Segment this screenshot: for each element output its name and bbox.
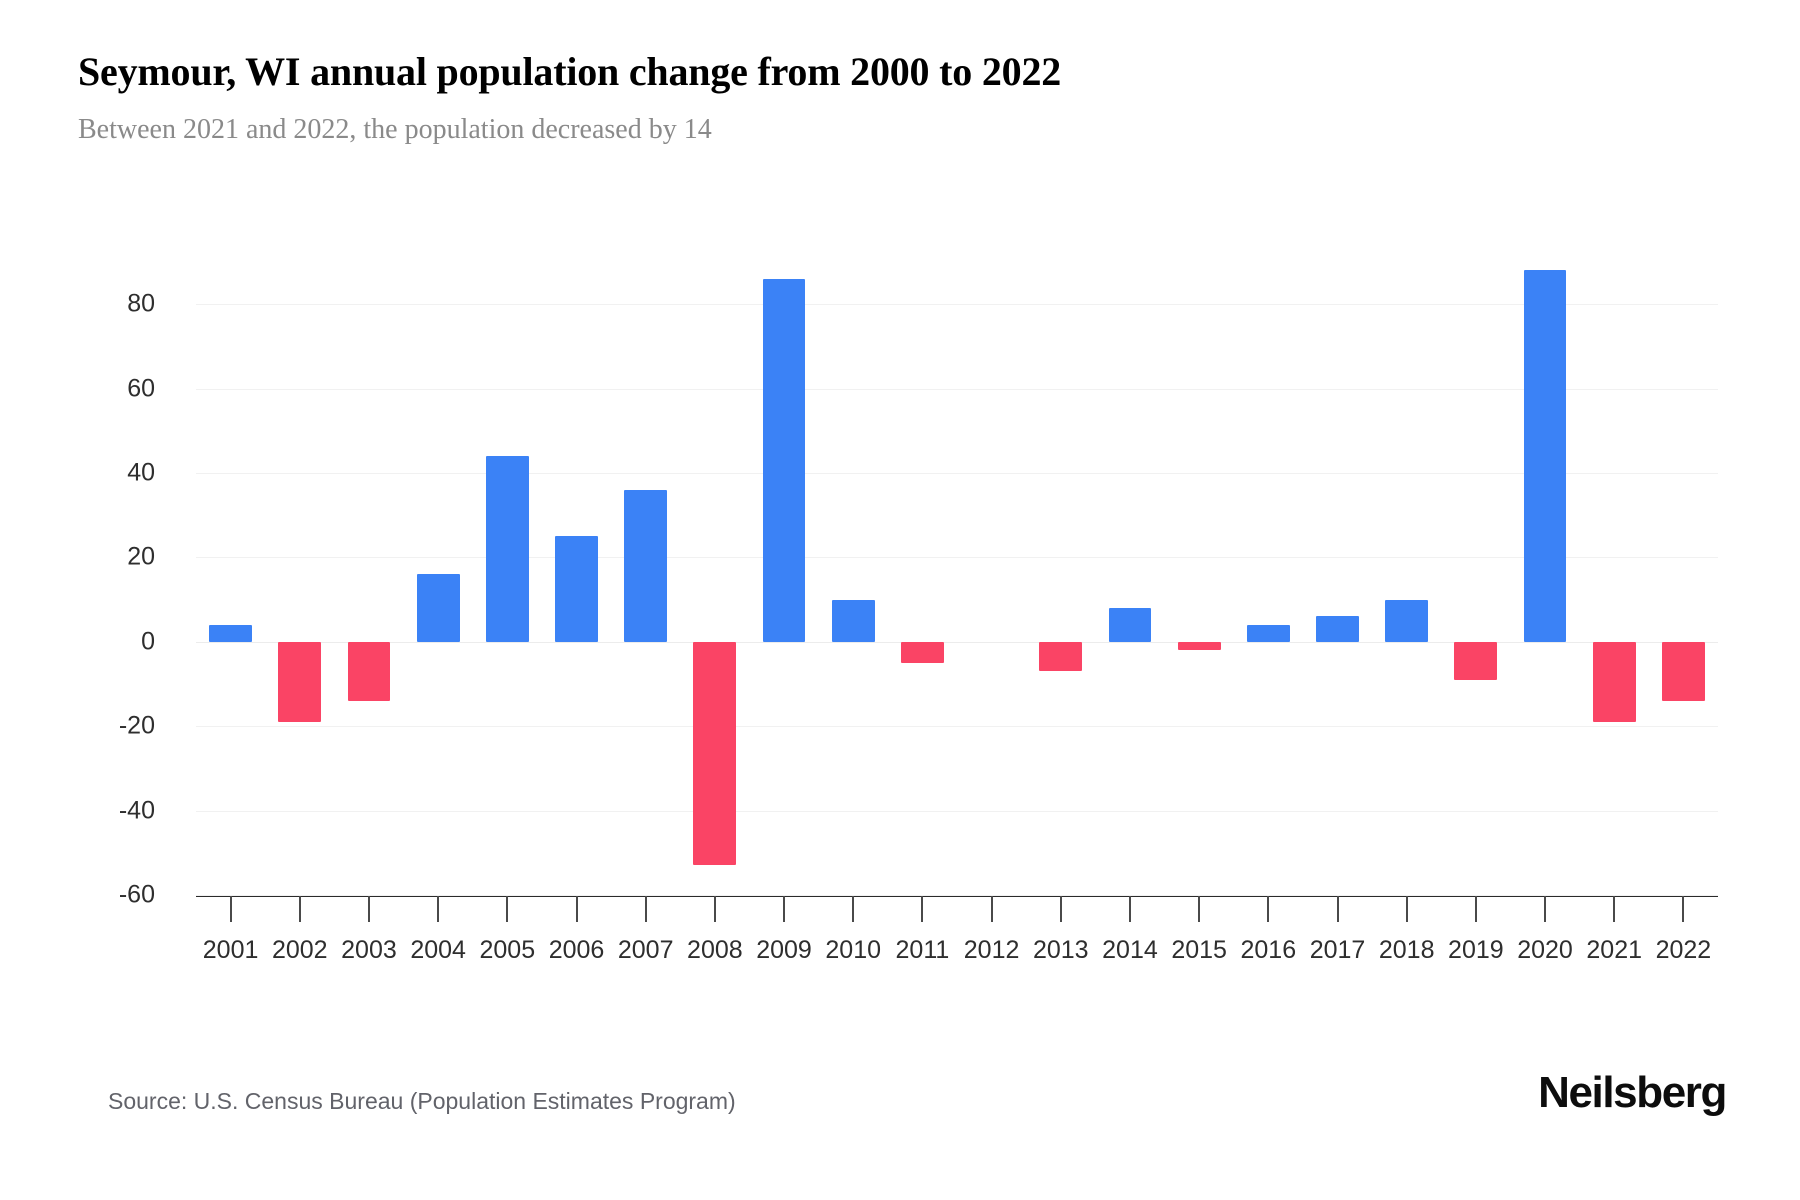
- page-title: Seymour, WI annual population change fro…: [78, 49, 1062, 94]
- bar-2003[interactable]: [347, 641, 391, 701]
- bar-2018[interactable]: [1385, 599, 1429, 642]
- bar-2002[interactable]: [278, 641, 322, 722]
- brand-logo: Neilsberg: [1538, 1068, 1727, 1117]
- y-axis-tick-label: -60: [118, 880, 155, 909]
- x-axis-tick-mark: [990, 896, 993, 922]
- bar-2014[interactable]: [1108, 608, 1152, 642]
- x-axis-tick-mark: [1405, 896, 1408, 922]
- bar-2007[interactable]: [624, 489, 668, 642]
- y-axis-tick-label: 0: [141, 627, 155, 656]
- x-axis-tick-mark: [1128, 896, 1131, 922]
- bar-2021[interactable]: [1592, 641, 1636, 722]
- gridline--60: [196, 895, 1718, 896]
- x-axis-tick-mark: [437, 896, 440, 922]
- x-axis-tick-mark: [783, 896, 786, 922]
- x-axis-tick-label-2005: 2005: [479, 936, 536, 964]
- x-axis-tick-label-2014: 2014: [1102, 936, 1158, 964]
- x-axis-tick-label-2004: 2004: [410, 936, 466, 964]
- x-axis-tick-mark: [1544, 896, 1547, 922]
- x-axis-tick-label-2012: 2012: [963, 936, 1020, 964]
- gridline-40: [196, 473, 1718, 474]
- bar-2001[interactable]: [209, 624, 253, 642]
- x-axis-tick-label-2009: 2009: [756, 936, 812, 964]
- x-axis-tick-mark: [1613, 896, 1616, 922]
- x-axis-tick-label-2017: 2017: [1309, 936, 1366, 964]
- y-axis-tick-label: -20: [118, 711, 155, 740]
- gridline--20: [196, 726, 1718, 728]
- bar-2010[interactable]: [831, 599, 875, 642]
- gridline-0: [196, 641, 1718, 643]
- x-axis-tick-label-2019: 2019: [1448, 936, 1504, 964]
- x-axis-tick-label-2015: 2015: [1171, 936, 1227, 964]
- gridline-60: [196, 388, 1718, 390]
- x-axis-tick-mark: [1059, 896, 1062, 922]
- x-axis-tick-mark: [229, 896, 232, 922]
- x-axis-tick-mark: [1682, 896, 1685, 922]
- x-axis-tick-label-2002: 2002: [271, 936, 328, 964]
- bar-2006[interactable]: [555, 536, 598, 642]
- x-axis-tick-label-2003: 2003: [341, 936, 397, 964]
- y-axis-tick-label: 80: [127, 289, 155, 318]
- y-axis-tick-label: 60: [127, 374, 155, 403]
- x-axis-tick-label-2001: 2001: [202, 936, 259, 964]
- x-axis-tick-label-2022: 2022: [1655, 936, 1712, 964]
- x-axis-tick-mark: [575, 896, 578, 922]
- bar-2020[interactable]: [1523, 270, 1567, 642]
- chart-header: Seymour, WI annual population change fro…: [78, 48, 1718, 146]
- source-note: Source: U.S. Census Bureau (Population E…: [108, 1088, 736, 1114]
- x-axis-tick-mark: [1198, 896, 1201, 922]
- y-axis-tick-label: -40: [118, 796, 155, 825]
- bar-2016[interactable]: [1246, 624, 1290, 642]
- x-axis-tick-mark: [1267, 896, 1270, 922]
- bar-2017[interactable]: [1316, 616, 1359, 642]
- chart-subtitle: Between 2021 and 2022, the population de…: [78, 113, 712, 145]
- x-axis-tick-mark: [713, 896, 716, 922]
- bar-2013[interactable]: [1039, 641, 1083, 672]
- x-axis-tick-mark: [1474, 896, 1477, 922]
- x-axis-tick-label-2010: 2010: [825, 936, 882, 964]
- bar-2004[interactable]: [416, 574, 460, 642]
- bar-2019[interactable]: [1454, 641, 1498, 680]
- gridline-80: [196, 304, 1718, 306]
- x-axis-line: [196, 895, 1718, 897]
- bar-2005[interactable]: [485, 456, 529, 642]
- bar-2008[interactable]: [693, 641, 737, 866]
- gridline--40: [196, 810, 1718, 812]
- x-axis-tick-mark: [852, 896, 855, 922]
- x-axis-tick-label-2021: 2021: [1586, 936, 1643, 964]
- x-axis-tick-mark: [1336, 896, 1339, 922]
- x-axis-tick-label-2013: 2013: [1032, 936, 1089, 964]
- x-axis-tick-label-2011: 2011: [895, 936, 950, 964]
- gridline-20: [196, 557, 1718, 559]
- x-axis-tick-label-2008: 2008: [687, 936, 743, 964]
- x-axis-tick-label-2007: 2007: [617, 936, 674, 964]
- bar-2009[interactable]: [762, 278, 806, 642]
- x-axis-tick-mark: [921, 896, 924, 922]
- x-axis-tick-mark: [506, 896, 509, 922]
- x-axis-tick-mark: [367, 896, 370, 922]
- y-axis-tick-label: 40: [127, 458, 155, 487]
- x-axis-tick-label-2018: 2018: [1378, 936, 1435, 964]
- bar-2015[interactable]: [1177, 641, 1221, 651]
- y-axis-tick-label: 20: [127, 542, 155, 571]
- x-axis-tick-label-2006: 2006: [548, 936, 605, 964]
- x-axis-tick-mark: [298, 896, 301, 922]
- x-axis-tick-label-2020: 2020: [1517, 936, 1573, 964]
- bar-2022[interactable]: [1661, 641, 1705, 701]
- bar-2011[interactable]: [900, 641, 944, 663]
- x-axis-tick-mark: [644, 896, 647, 922]
- x-axis-tick-label-2016: 2016: [1240, 936, 1297, 964]
